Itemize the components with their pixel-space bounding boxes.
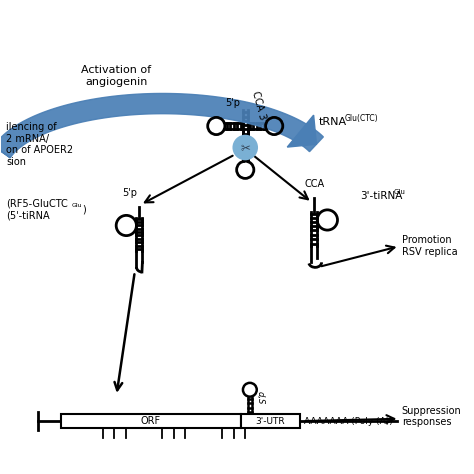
Text: (RF5-GluCTC
(5'-tiRNA: (RF5-GluCTC (5'-tiRNA [6,199,68,220]
Text: ilencing of
2 mRNA/
on of APOER2
sion: ilencing of 2 mRNA/ on of APOER2 sion [6,122,73,167]
Text: d,S: d,S [255,392,264,405]
Text: ✂: ✂ [240,141,250,154]
Polygon shape [0,143,10,158]
Text: Glu(CTC): Glu(CTC) [344,114,378,123]
Text: Glu: Glu [71,203,82,208]
Text: 3'-tiRNA: 3'-tiRNA [360,191,402,201]
Polygon shape [287,115,317,147]
Text: ORF: ORF [141,416,161,426]
Text: Glu: Glu [393,190,405,195]
Bar [241,414,301,428]
Text: AAAAAAA (Poly (A)): AAAAAAA (Poly (A)) [304,417,393,426]
Bar [61,414,241,428]
Text: 3'-UTR: 3'-UTR [256,417,285,426]
Text: Activation of
angiogenin: Activation of angiogenin [82,65,152,87]
Text: CCA: CCA [304,179,324,189]
Text: 5'p: 5'p [225,98,240,108]
Polygon shape [0,93,323,158]
Circle shape [234,136,257,159]
Text: CCA 3': CCA 3' [250,90,268,123]
Text: Suppression
responses: Suppression responses [401,406,461,427]
Text: ): ) [82,204,86,214]
Text: 5'p: 5'p [122,188,137,198]
Text: Promotion
RSV replica: Promotion RSV replica [401,236,457,257]
Text: tRNA: tRNA [319,117,347,127]
